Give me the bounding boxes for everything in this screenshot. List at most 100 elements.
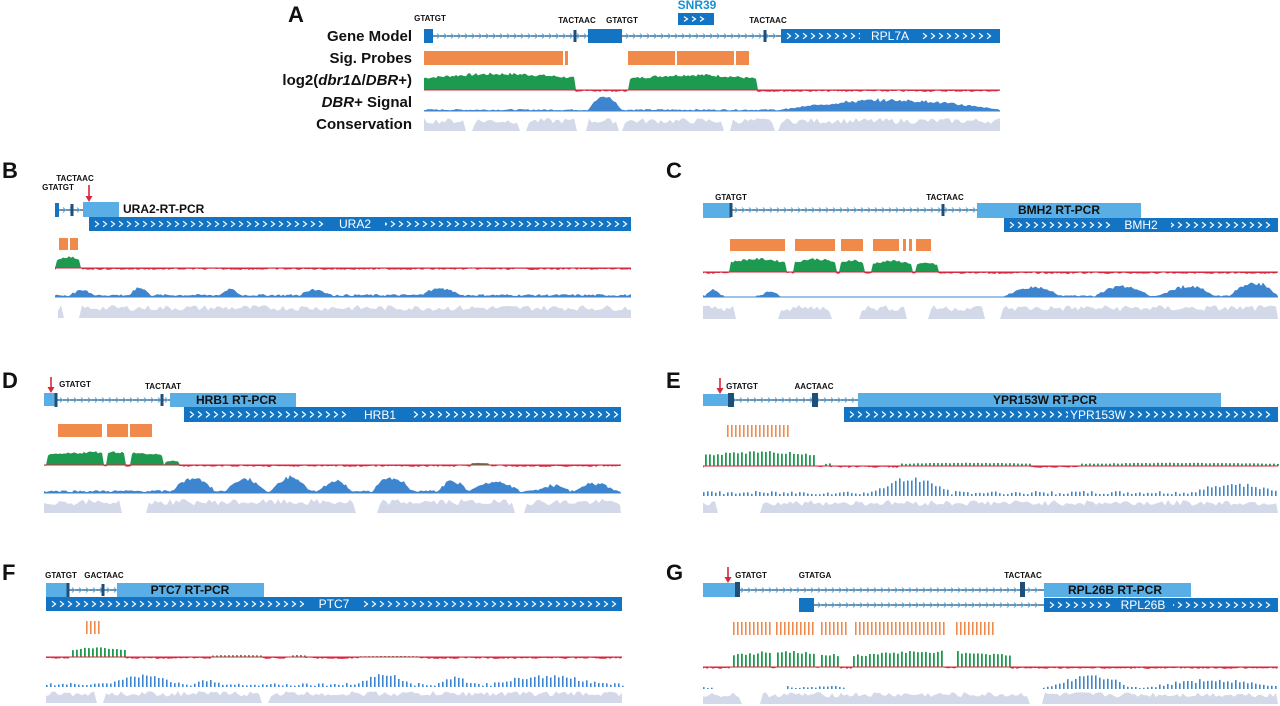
log2-track-f-bars	[72, 647, 418, 657]
sig-probes-a-block	[628, 51, 675, 65]
dbr-signal-e-bar	[847, 491, 849, 496]
dbr-signal-f-bar	[158, 678, 160, 687]
dbr-signal-g-bar	[1047, 686, 1049, 689]
dbr-signal-f-bar	[430, 685, 432, 687]
dbr-signal-e	[703, 477, 1277, 496]
log2-track-e-bar	[709, 454, 711, 466]
sig-probes-g-tick	[972, 622, 974, 635]
dbr-signal-f-bar	[586, 680, 588, 687]
log2-track-f-bar	[304, 655, 306, 657]
dbr-signal-e-bar	[1175, 491, 1177, 496]
dbr-signal-e-bar	[923, 480, 925, 496]
dbr-signal-f-bar	[598, 683, 600, 687]
log2-track-f-bar	[296, 655, 298, 657]
dbr-signal-e-bar	[947, 489, 949, 496]
dbr-signal-g	[703, 675, 1277, 689]
log2-track-e-bar	[1261, 463, 1263, 466]
dbr-signal-f-bar	[374, 676, 376, 687]
log2-track-e-bar	[765, 451, 767, 466]
dbr-signal-f-bar	[190, 685, 192, 687]
sig-probes-g-tick	[780, 622, 782, 635]
sig-probes-g-tick	[761, 622, 763, 635]
dbr-signal-g-bar	[1131, 686, 1133, 689]
dbr-signal-e-bar	[915, 477, 917, 496]
log2-track-e-bar	[1229, 463, 1231, 466]
log2-track-g-bar	[877, 654, 879, 667]
log2-track-e-bar	[1125, 463, 1127, 466]
panel-label-G: G	[666, 560, 683, 585]
sig-probes-e-tick	[767, 425, 769, 437]
rpl26b-gene-label-bg	[1113, 599, 1173, 611]
log2-track-e-bar	[713, 455, 715, 466]
log2-track-e-bar	[1253, 463, 1255, 466]
dbr-signal-g-bar	[1151, 686, 1153, 689]
dbr-signal-e-bar	[899, 478, 901, 496]
dbr-signal-g-bar	[1263, 684, 1265, 689]
dbr-signal-g-bar	[1079, 676, 1081, 689]
exon-1	[424, 29, 433, 43]
sig-probes-g-tick	[964, 622, 966, 635]
dbr-signal-e-bar	[1091, 491, 1093, 496]
log2-track-e-bar	[965, 462, 967, 466]
dbr-signal-e-bar	[935, 486, 937, 496]
sig-probes-g-tick	[737, 622, 739, 635]
dbr-signal-f-bar	[566, 677, 568, 687]
dbr-signal-f-bar	[622, 685, 624, 687]
sig-probes-g-tick	[927, 622, 929, 635]
dbr-signal-f-bar	[546, 676, 548, 687]
log2-track-g-bar	[941, 650, 943, 667]
log2-track-g-bar	[909, 651, 911, 667]
log2-track-f-bar	[212, 655, 214, 657]
dbr-signal-g-bar	[1135, 686, 1137, 689]
dbr-signal-e-bar	[1187, 493, 1189, 496]
dbr-signal-e-bar	[951, 494, 953, 496]
dbr-signal-c	[703, 282, 1278, 298]
rtpcr-label: PTC7 RT-PCR	[151, 583, 230, 597]
sig-probes-b-block	[70, 238, 78, 250]
log2-track-a-positive	[424, 72, 1000, 90]
dbr-signal-f-bar	[358, 683, 360, 687]
dbr-signal-f-bar	[98, 683, 100, 687]
dbr-signal-e-bar	[875, 490, 877, 496]
dbr-signal-e-bar	[1047, 493, 1049, 496]
rtpcr-amplicon	[170, 393, 296, 407]
dbr-signal-e-bar	[1071, 491, 1073, 496]
dbr-signal-f-bar	[370, 676, 372, 687]
dbr-signal-g-bar	[1099, 677, 1101, 689]
dbr-signal-e-bar	[715, 492, 717, 496]
log2-track-g-bar	[1005, 655, 1007, 667]
log2-track-e-bar	[813, 455, 815, 466]
log2-track-g-bar	[749, 653, 751, 667]
log2-track-f-bar	[104, 648, 106, 657]
log2-track-e-bar	[1133, 463, 1135, 466]
dbr-signal-f-bars	[46, 674, 624, 687]
dbr-signal-e-bar	[1223, 485, 1225, 496]
log2-track-f-bar	[252, 655, 254, 657]
log2-track-f-bar	[76, 649, 78, 657]
dbr-signal-e-bar	[839, 492, 841, 496]
track-label-part: + Signal	[354, 94, 412, 111]
intron-inner	[814, 602, 1044, 608]
log2-track-e-bar	[1153, 463, 1155, 466]
log2-track-e-bar	[1105, 463, 1107, 466]
dbr-signal-e-bar	[811, 493, 813, 496]
log2-track-e-bar	[777, 453, 779, 466]
track-label-part: dbr1	[318, 72, 351, 89]
sig-probes-g-tick	[745, 622, 747, 635]
dbr-signal-e-bar	[883, 488, 885, 496]
dbr-signal-f-bar	[474, 683, 476, 687]
dbr-signal-a	[424, 96, 1000, 112]
sig-probes-g-tick	[859, 622, 861, 635]
sig-probes-f-tick	[86, 621, 88, 634]
sig-probes-g-tick	[956, 622, 958, 635]
dbr-signal-g-bar	[707, 688, 709, 689]
ura2-gene-label: URA2	[339, 217, 371, 231]
exon-1	[703, 583, 737, 597]
log2-track-g-bar	[993, 653, 995, 667]
dbr-signal-f-bar	[442, 681, 444, 687]
log2-track-g-bar	[829, 655, 831, 667]
log2-track-e-bar	[973, 463, 975, 466]
intron-chevrons	[732, 397, 856, 403]
sig-probes-g-tick	[812, 622, 814, 635]
log2-track-f-bar	[72, 650, 74, 657]
